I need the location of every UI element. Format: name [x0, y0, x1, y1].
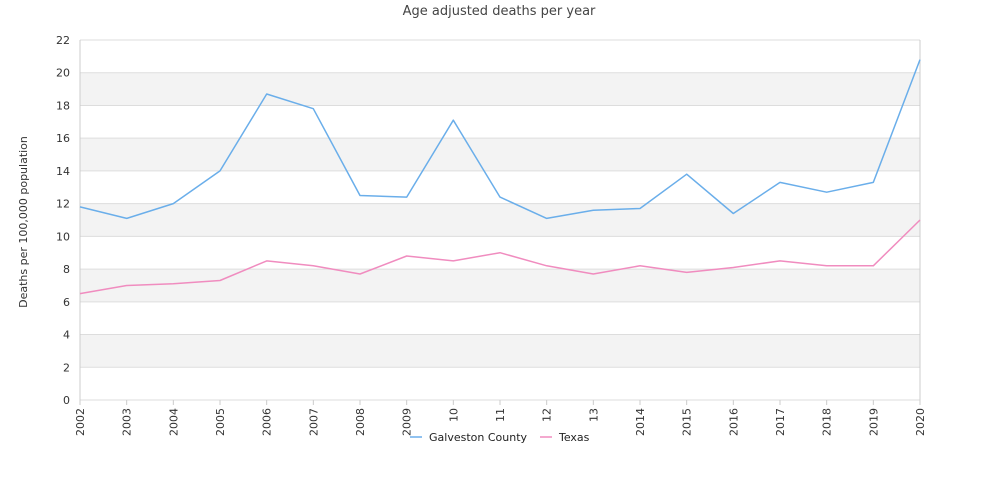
x-tick-label: 2009 — [401, 408, 414, 436]
grid-bands — [80, 72, 920, 368]
x-tick-label: 2008 — [354, 408, 367, 436]
y-tick-label: 18 — [56, 99, 70, 112]
x-tick-label: 2004 — [167, 408, 180, 436]
y-tick-label: 16 — [56, 132, 70, 145]
x-tick-label: 2017 — [774, 408, 787, 436]
legend-label: Texas — [558, 431, 590, 444]
y-tick-label: 2 — [63, 361, 70, 374]
x-tick-label: 2002 — [74, 408, 87, 436]
x-tick-label: 10 — [447, 408, 460, 422]
x-tick-label: 2019 — [867, 408, 880, 436]
y-tick-label: 22 — [56, 34, 70, 47]
y-tick-label: 0 — [63, 394, 70, 407]
chart-title: Age adjusted deaths per year — [403, 4, 596, 19]
y-tick-label: 20 — [56, 67, 70, 80]
x-tick-label: 2014 — [634, 408, 647, 436]
y-tick-label: 4 — [63, 329, 70, 342]
y-tick-label: 12 — [56, 198, 70, 211]
x-tick-label: 2015 — [681, 408, 694, 436]
series-line-texas — [79, 219, 921, 295]
x-tick-label: 2006 — [261, 408, 274, 436]
x-tick-label: 12 — [541, 408, 554, 422]
y-axis-ticks: 0 2 4 6 8 10 12 14 16 18 20 22 — [56, 34, 70, 407]
x-tick-label: 11 — [494, 408, 507, 422]
grid-band — [80, 334, 920, 368]
legend-label: Galveston County — [429, 431, 528, 444]
x-tick-label: 2020 — [914, 408, 927, 436]
x-tick-label: 13 — [587, 408, 600, 422]
x-tick-label: 2018 — [821, 408, 834, 436]
x-tick-label: 2007 — [307, 408, 320, 436]
grid-band — [80, 138, 920, 171]
y-tick-label: 8 — [63, 263, 70, 276]
x-axis-ticks: 2002 2003 2004 2005 2006 2007 2008 2009 10 11 12 13… — [74, 400, 927, 436]
x-tick-label: 2003 — [121, 408, 134, 436]
x-tick-label: 2016 — [727, 408, 740, 436]
series-line-galveston-county — [79, 59, 921, 220]
y-tick-label: 10 — [56, 230, 70, 243]
x-tick-label: 2005 — [214, 408, 227, 436]
grid-band — [80, 72, 920, 106]
y-tick-label: 6 — [63, 296, 70, 309]
legend: Galveston County Texas — [410, 431, 590, 444]
series-lines — [79, 59, 921, 295]
y-tick-label: 14 — [56, 165, 70, 178]
grid-band — [80, 203, 920, 237]
y-axis-label: Deaths per 100,000 population — [17, 136, 30, 308]
grid-band — [80, 269, 920, 302]
